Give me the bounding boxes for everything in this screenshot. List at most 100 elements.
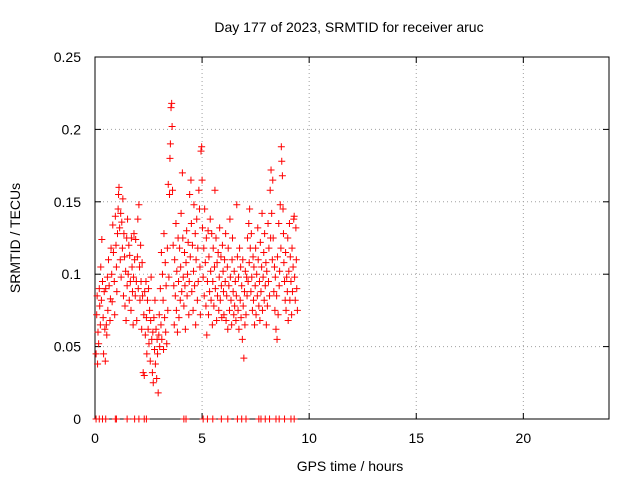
data-point: [186, 253, 194, 261]
y-tick-label: 0.05: [54, 339, 81, 355]
data-point: [105, 282, 113, 290]
data-point: [177, 263, 185, 271]
data-point: [185, 277, 193, 285]
data-point: [262, 321, 270, 329]
data-point: [100, 288, 108, 296]
data-point: [178, 169, 186, 177]
data-point: [93, 311, 101, 319]
data-point: [276, 201, 284, 209]
data-point: [149, 379, 157, 387]
x-axis-label: GPS time / hours: [297, 458, 404, 474]
data-point: [282, 306, 290, 314]
data-point: [103, 331, 111, 339]
data-point: [196, 311, 204, 319]
data-point: [104, 256, 112, 264]
data-point: [223, 292, 231, 300]
data-point: [94, 360, 102, 368]
data-point: [168, 123, 176, 131]
data-point: [193, 215, 201, 223]
data-point: [191, 282, 199, 290]
data-point: [200, 244, 208, 252]
data-point: [228, 321, 236, 329]
data-point: [276, 267, 284, 275]
data-point: [127, 234, 135, 242]
data-point: [256, 238, 264, 246]
data-point: [151, 296, 159, 304]
data-point: [284, 234, 292, 242]
data-point: [222, 317, 230, 325]
data-point: [293, 306, 301, 314]
data-point: [179, 273, 187, 281]
data-point: [122, 317, 130, 325]
data-point: [141, 331, 149, 339]
data-point: [289, 263, 297, 271]
data-point: [134, 215, 142, 223]
data-point: [138, 259, 146, 267]
data-point: [199, 224, 207, 232]
data-point: [117, 209, 125, 217]
data-point: [208, 230, 216, 238]
data-point: [117, 273, 125, 281]
data-point: [172, 306, 180, 314]
data-point: [258, 306, 266, 314]
data-point: [214, 248, 222, 256]
data-point: [180, 302, 188, 310]
data-point: [102, 321, 110, 329]
data-point: [236, 296, 244, 304]
data-point: [179, 234, 187, 242]
data-point: [239, 256, 247, 264]
data-point: [217, 253, 225, 261]
data-point: [240, 354, 248, 362]
data-point: [152, 325, 160, 333]
data-point: [129, 321, 137, 329]
data-point: [162, 328, 170, 336]
data-point: [259, 273, 267, 281]
data-point: [270, 263, 278, 271]
data-point: [143, 350, 151, 358]
data-point: [121, 302, 129, 310]
data-point: [251, 321, 259, 329]
data-point: [260, 248, 268, 256]
data-point: [213, 317, 221, 325]
data-point: [205, 311, 213, 319]
data-point: [292, 256, 300, 264]
data-point: [233, 201, 241, 209]
data-point: [260, 296, 268, 304]
data-point: [253, 270, 261, 278]
data-point: [96, 321, 104, 329]
data-point: [265, 244, 273, 252]
data-point: [149, 328, 157, 336]
data-point: [168, 99, 176, 107]
data-point: [124, 270, 132, 278]
data-point: [261, 230, 269, 238]
data-point: [154, 389, 162, 397]
data-point: [224, 325, 232, 333]
data-point: [133, 253, 141, 261]
data-point: [146, 357, 154, 365]
data-point: [114, 205, 122, 213]
data-point: [198, 143, 206, 151]
data-point: [181, 325, 189, 333]
data-point: [194, 244, 202, 252]
data-point: [150, 314, 158, 322]
data-markers: [92, 99, 301, 423]
data-point: [161, 314, 169, 322]
data-point: [287, 277, 295, 285]
y-tick-label: 0.2: [62, 121, 82, 137]
data-point: [159, 296, 167, 304]
data-point: [273, 292, 281, 300]
data-point: [169, 186, 177, 194]
data-point: [196, 263, 204, 271]
data-point: [146, 306, 154, 314]
data-point: [123, 282, 131, 290]
data-point: [208, 321, 216, 329]
y-tick-label: 0.1: [62, 266, 82, 282]
data-point: [182, 259, 190, 267]
data-point: [94, 328, 102, 336]
data-point: [222, 230, 230, 238]
data-point: [292, 224, 300, 232]
data-point: [242, 311, 250, 319]
data-point: [136, 296, 144, 304]
data-point: [140, 372, 148, 380]
data-point: [268, 256, 276, 264]
